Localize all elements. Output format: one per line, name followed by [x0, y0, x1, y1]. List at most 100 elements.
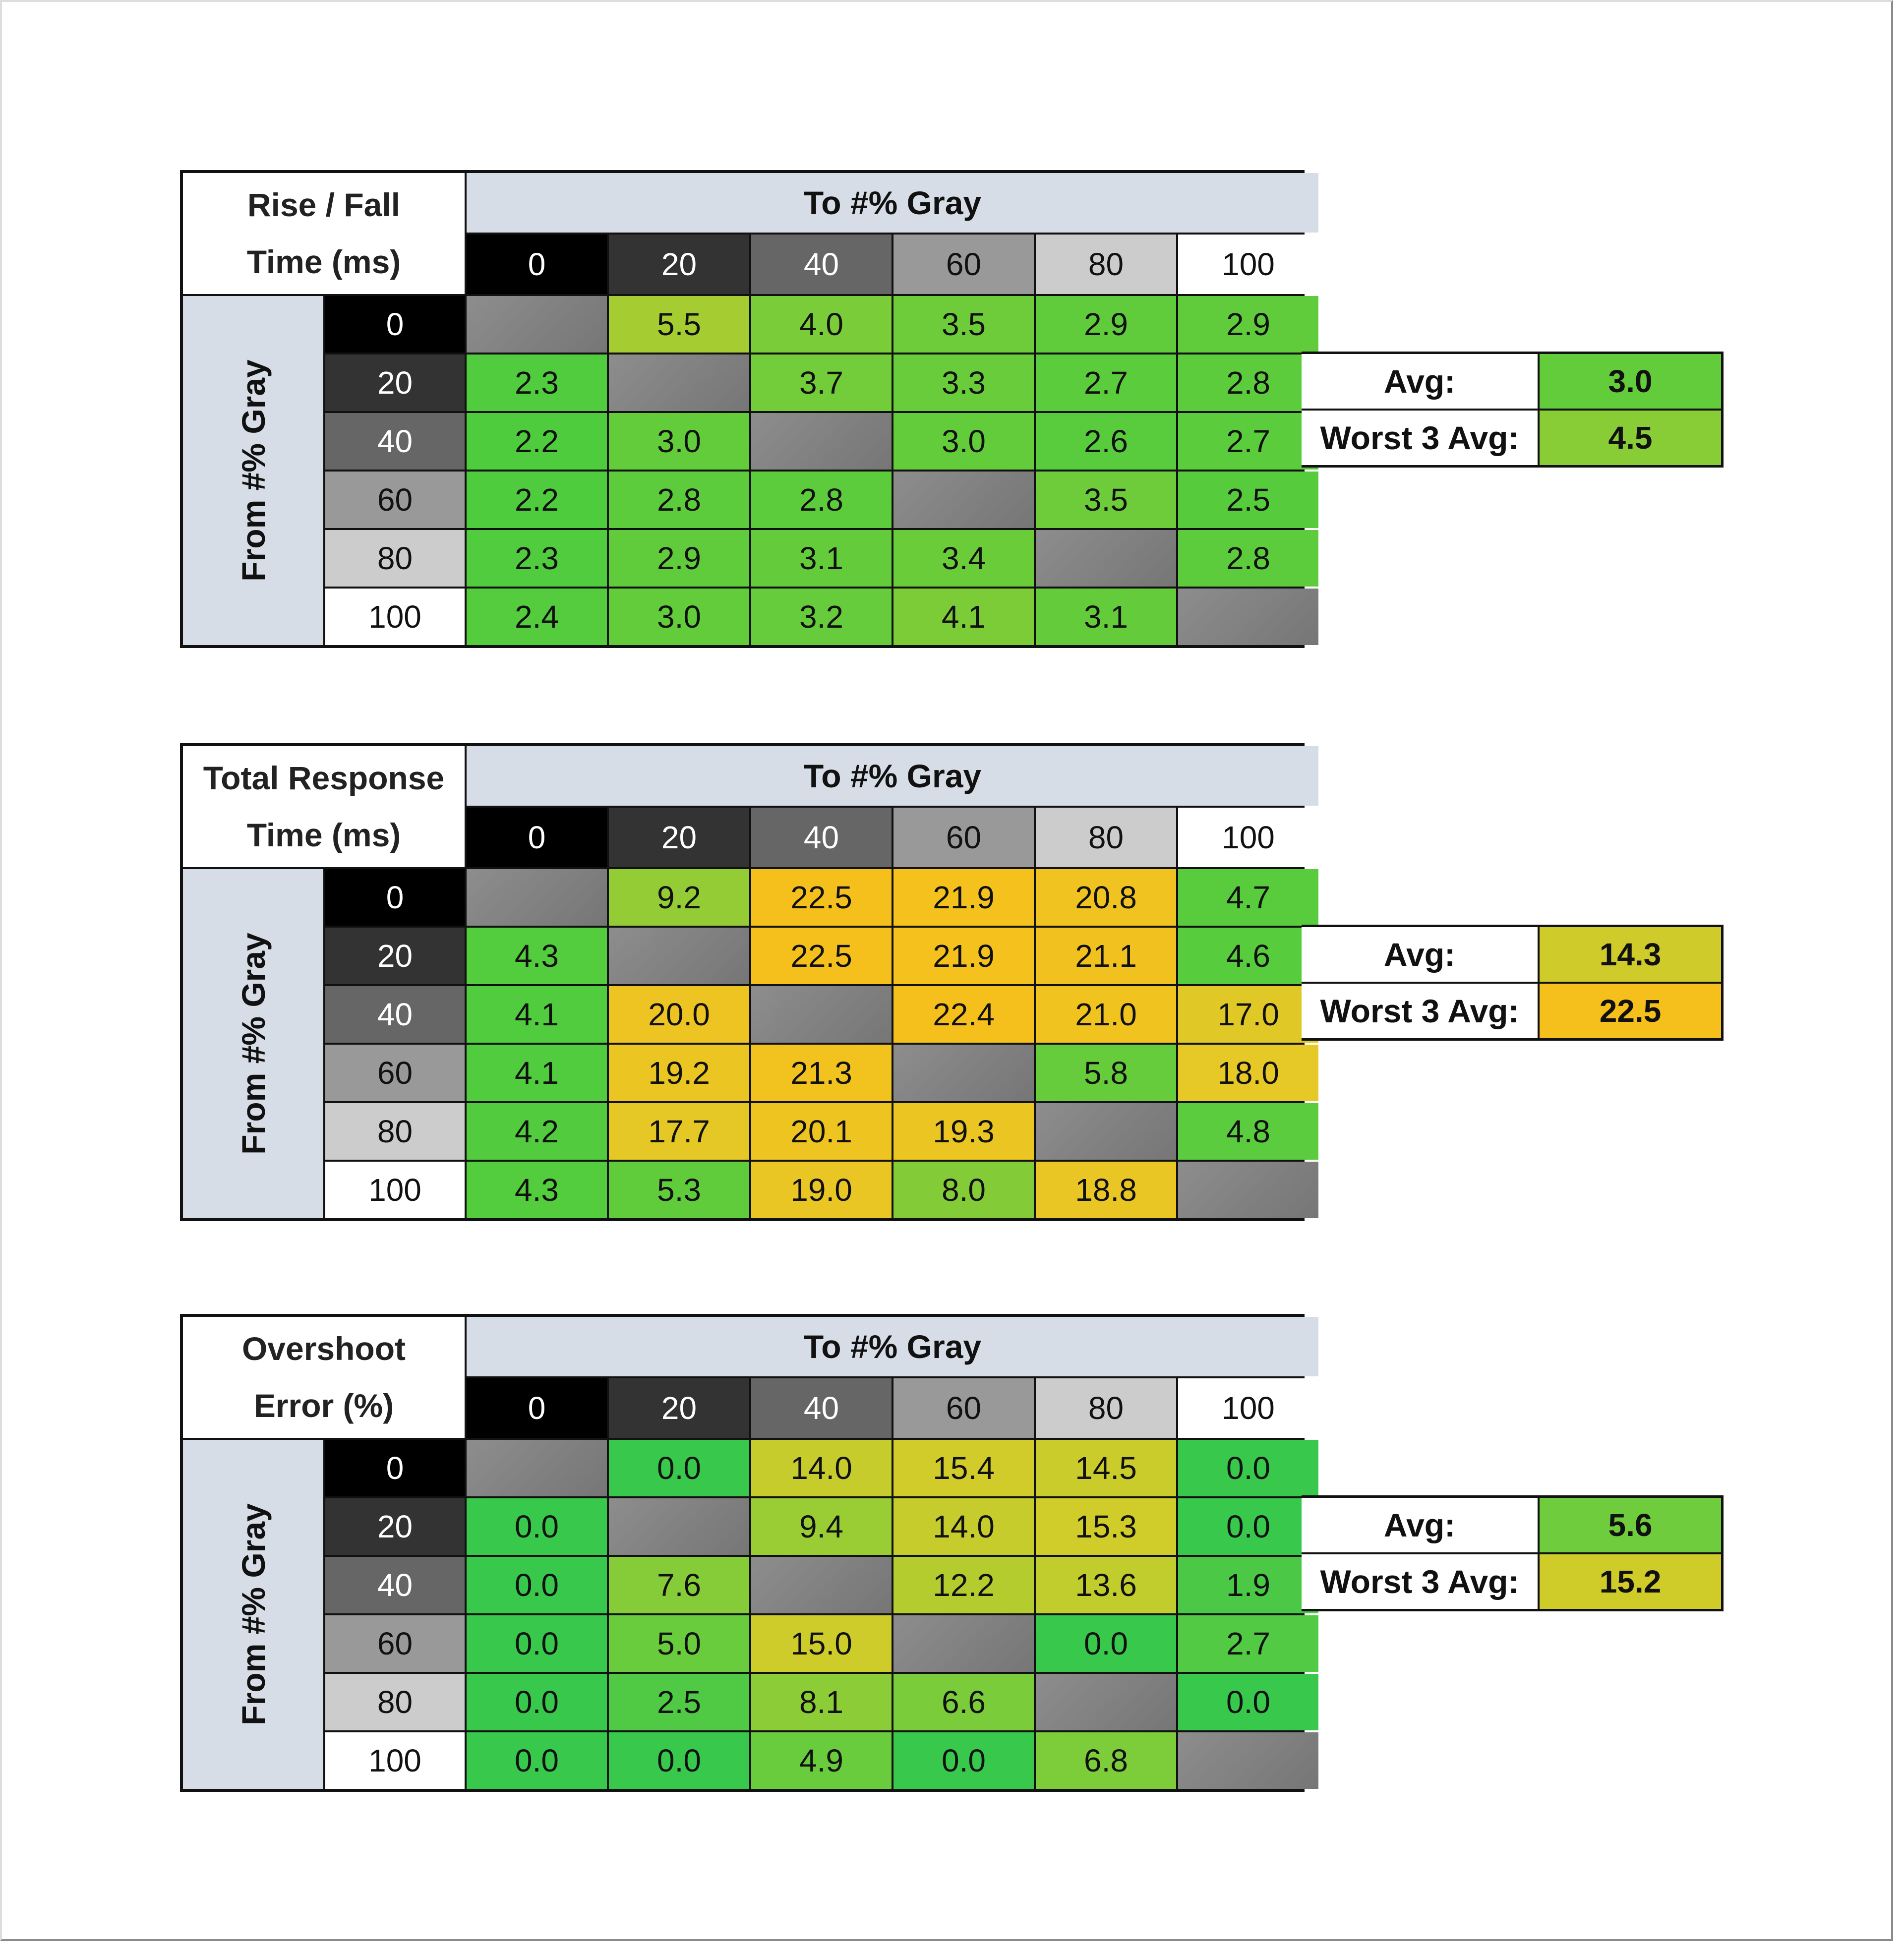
- data-cell: 13.6: [1036, 1557, 1176, 1613]
- column-header: 0: [467, 808, 607, 867]
- data-cell: 6.6: [893, 1674, 1034, 1730]
- avg-label: Avg:: [1302, 927, 1538, 982]
- table-title-line2: Time (ms): [246, 243, 401, 280]
- data-cell: 0.0: [1178, 1440, 1318, 1496]
- data-cell: 14.5: [1036, 1440, 1176, 1496]
- table-title: Overshoot Error (%): [183, 1317, 465, 1438]
- data-cell: 4.8: [1178, 1103, 1318, 1160]
- data-cell: 18.8: [1036, 1162, 1176, 1218]
- avg-label: Avg:: [1302, 354, 1538, 409]
- column-header: 40: [751, 808, 892, 867]
- data-cell: 20.0: [609, 986, 749, 1043]
- data-cell: 0.0: [467, 1557, 607, 1613]
- row-header: 20: [325, 1498, 465, 1555]
- data-cell: 19.0: [751, 1162, 892, 1218]
- empty-cell: [1178, 1162, 1318, 1218]
- data-cell: 2.4: [467, 589, 607, 645]
- data-cell: 22.5: [751, 928, 892, 984]
- data-cell: 21.0: [1036, 986, 1176, 1043]
- data-cell: 0.0: [467, 1615, 607, 1672]
- data-table: Total Response Time (ms) To #% Gray 0 20 40 60…: [180, 743, 1318, 1221]
- data-cell: 2.8: [751, 472, 892, 528]
- data-table: Overshoot Error (%) To #% Gray 0 20 40 60 80 100…: [180, 1314, 1318, 1792]
- data-cell: 2.9: [1178, 296, 1318, 353]
- data-cell: 3.4: [893, 530, 1034, 587]
- empty-cell: [893, 1045, 1034, 1101]
- data-cell: 3.2: [751, 589, 892, 645]
- data-cell: 3.5: [893, 296, 1034, 353]
- column-header: 40: [751, 1378, 892, 1438]
- to-gray-header: To #% Gray: [467, 173, 1318, 233]
- data-cell: 21.9: [893, 928, 1034, 984]
- average-panel: Avg: 3.0 Worst 3 Avg: 4.5: [1302, 352, 1724, 468]
- row-header: 80: [325, 1103, 465, 1160]
- data-cell: 14.0: [893, 1498, 1034, 1555]
- data-cell: 0.0: [893, 1732, 1034, 1789]
- empty-cell: [1178, 1732, 1318, 1789]
- row-header: 60: [325, 1615, 465, 1672]
- data-cell: 2.6: [1036, 413, 1176, 470]
- column-header: 20: [609, 235, 749, 294]
- row-header: 100: [325, 589, 465, 645]
- empty-cell: [609, 1498, 749, 1555]
- data-cell: 17.0: [1178, 986, 1318, 1043]
- from-gray-header: From #% Gray: [183, 869, 323, 1218]
- data-cell: 15.4: [893, 1440, 1034, 1496]
- data-cell: 4.1: [467, 1045, 607, 1101]
- data-cell: 4.1: [467, 986, 607, 1043]
- data-cell: 3.1: [1036, 589, 1176, 645]
- column-header: 20: [609, 1378, 749, 1438]
- data-cell: 7.6: [609, 1557, 749, 1613]
- row-header: 80: [325, 530, 465, 587]
- data-cell: 4.1: [893, 589, 1034, 645]
- data-cell: 0.0: [467, 1674, 607, 1730]
- data-cell: 3.5: [1036, 472, 1176, 528]
- empty-cell: [751, 986, 892, 1043]
- data-cell: 4.6: [1178, 928, 1318, 984]
- data-cell: 2.8: [1178, 530, 1318, 587]
- worst3-avg-value: 4.5: [1540, 411, 1721, 465]
- data-cell: 3.7: [751, 354, 892, 411]
- data-cell: 19.3: [893, 1103, 1034, 1160]
- data-cell: 21.1: [1036, 928, 1176, 984]
- table-title-line1: Overshoot: [241, 1330, 406, 1367]
- data-cell: 4.0: [751, 296, 892, 353]
- worst3-avg-value: 15.2: [1540, 1554, 1721, 1609]
- row-header: 40: [325, 986, 465, 1043]
- row-header: 0: [325, 1440, 465, 1496]
- data-cell: 15.3: [1036, 1498, 1176, 1555]
- table-title-line1: Total Response: [203, 760, 445, 796]
- from-gray-label: From #% Gray: [235, 1503, 272, 1725]
- from-gray-header: From #% Gray: [183, 296, 323, 645]
- data-cell: 0.0: [467, 1498, 607, 1555]
- data-cell: 2.3: [467, 354, 607, 411]
- column-header: 80: [1036, 808, 1176, 867]
- from-gray-label: From #% Gray: [235, 933, 272, 1155]
- data-cell: 20.1: [751, 1103, 892, 1160]
- data-cell: 5.3: [609, 1162, 749, 1218]
- worst3-avg-value: 22.5: [1540, 984, 1721, 1038]
- average-panel: Avg: 14.3 Worst 3 Avg: 22.5: [1302, 925, 1724, 1041]
- column-header: 100: [1178, 1378, 1318, 1438]
- row-header: 100: [325, 1732, 465, 1789]
- data-cell: 0.0: [609, 1732, 749, 1789]
- from-gray-header: From #% Gray: [183, 1440, 323, 1789]
- table-title-line2: Time (ms): [246, 817, 401, 853]
- data-cell: 0.0: [1178, 1498, 1318, 1555]
- data-cell: 2.7: [1178, 1615, 1318, 1672]
- data-cell: 17.7: [609, 1103, 749, 1160]
- data-cell: 2.5: [1178, 472, 1318, 528]
- data-cell: 4.3: [467, 928, 607, 984]
- data-cell: 4.9: [751, 1732, 892, 1789]
- data-cell: 6.8: [1036, 1732, 1176, 1789]
- data-cell: 4.7: [1178, 869, 1318, 926]
- data-cell: 15.0: [751, 1615, 892, 1672]
- row-header: 40: [325, 413, 465, 470]
- column-header: 20: [609, 808, 749, 867]
- empty-cell: [467, 296, 607, 353]
- from-gray-label: From #% Gray: [235, 359, 272, 582]
- data-cell: 5.8: [1036, 1045, 1176, 1101]
- column-header: 60: [893, 235, 1034, 294]
- data-cell: 12.2: [893, 1557, 1034, 1613]
- empty-cell: [467, 1440, 607, 1496]
